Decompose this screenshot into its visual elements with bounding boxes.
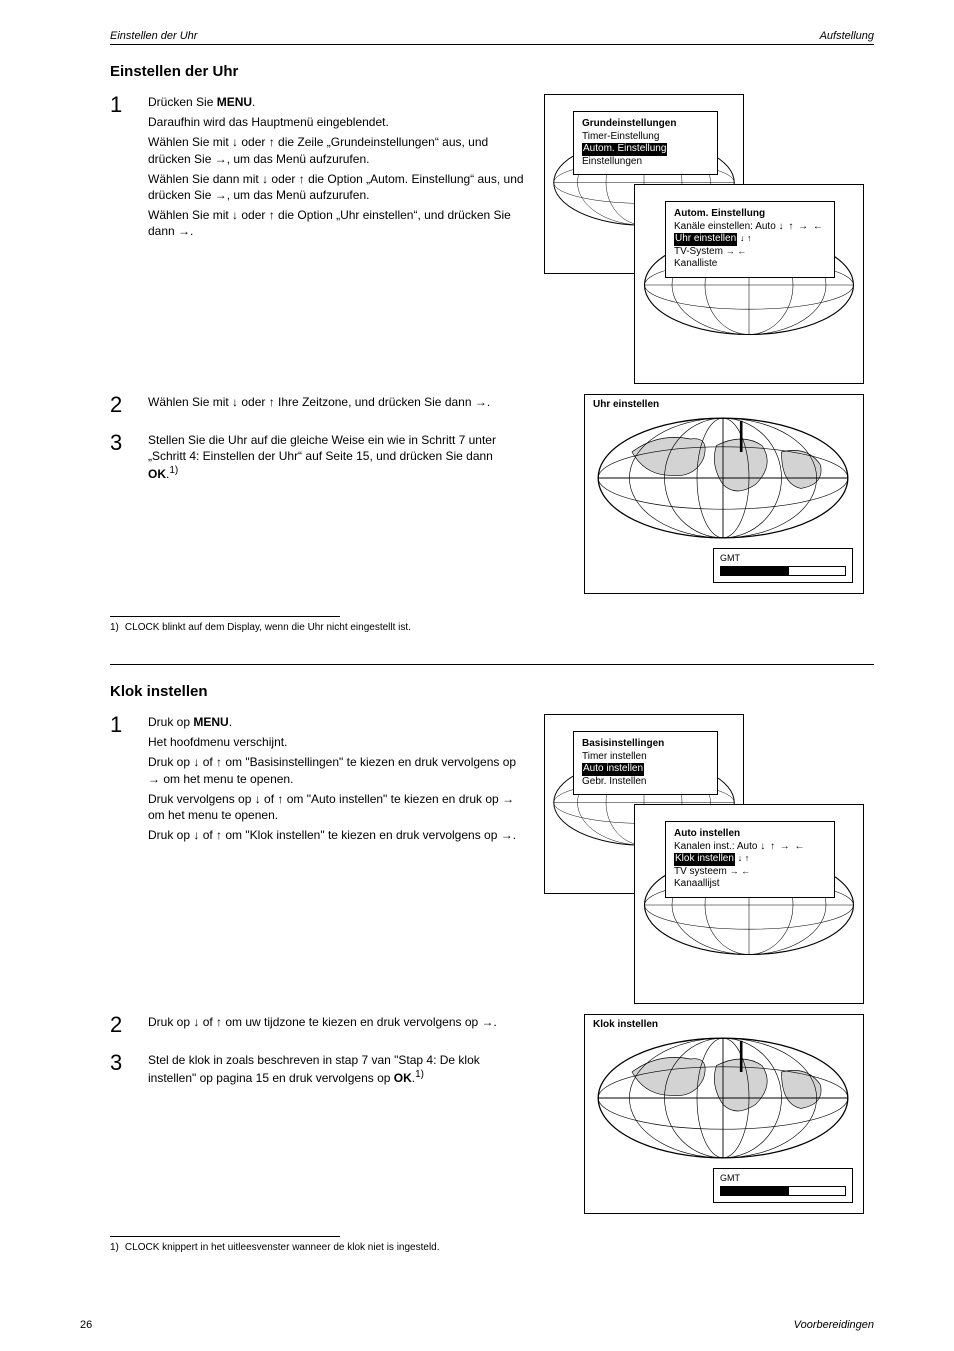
step: 1 Druk op MENU.Het hoofdmenu verschijnt.… — [110, 714, 526, 847]
menu-item: Kanaallijst — [674, 878, 826, 891]
arrow-icons: ↓ ↑ → ← — [760, 841, 805, 852]
menu-item-selected: Autom. Einstellung — [582, 143, 709, 156]
footnote-num: 1) — [110, 621, 119, 634]
figure-layered-nl: Basisinstellingen Timer instellen Auto i… — [544, 714, 874, 1014]
menu-item: Einstellungen — [582, 156, 709, 169]
zoom-bar — [720, 566, 846, 576]
step-body: Druk op ↓ of ↑ om uw tijdzone te kiezen … — [148, 1014, 526, 1034]
section-de-block2: 2 Wählen Sie mit ↓ oder ↑ Ihre Zeitzone,… — [110, 394, 874, 594]
arrow-icons: ↓ ↑ — [738, 853, 750, 863]
zoom-label: GMT — [720, 553, 846, 564]
step-number: 3 — [110, 1052, 136, 1074]
menu-front: Autom. Einstellung Kanäle einstellen: Au… — [665, 201, 835, 278]
menu-row-set: Kanalen inst.: Auto ↓ ↑ → ← — [674, 841, 826, 854]
step-body: Wählen Sie mit ↓ oder ↑ Ihre Zeitzone, u… — [148, 394, 526, 414]
arrow-icons: → ← — [726, 246, 747, 256]
menu-item-selected: Auto instellen — [582, 763, 709, 776]
arrow-icons: ↓ ↑ — [740, 233, 752, 243]
menu-title: Auto instellen — [674, 828, 826, 841]
zoom-label: GMT — [720, 1173, 846, 1184]
step: 3 Stel de klok in zoals beschreven in st… — [110, 1052, 526, 1090]
zoom-bar — [720, 1186, 846, 1196]
menu-label: Kanäle einstellen: — [674, 221, 753, 232]
arrow-icons: → ← — [730, 866, 751, 876]
text-col-de: 1 Drücken Sie MENU.Daraufhin wird das Ha… — [110, 94, 526, 250]
step-number: 1 — [110, 94, 136, 116]
menu-item-selected: Uhr einstellen ↓ ↑ — [674, 233, 826, 246]
step: 2 Wählen Sie mit ↓ oder ↑ Ihre Zeitzone,… — [110, 394, 526, 416]
menu-title: Grundeinstellungen — [582, 118, 709, 131]
footnote-rule — [110, 616, 340, 617]
panel-front: Autom. Einstellung Kanäle einstellen: Au… — [634, 184, 864, 384]
figure-zoom-nl: Klok instellen GMT — [544, 1014, 874, 1214]
globe-large-icon — [593, 1033, 853, 1163]
header-right: Aufstellung — [820, 30, 874, 42]
page-header: Einstellen der Uhr Aufstellung — [110, 30, 874, 42]
menu-back: Basisinstellingen Timer instellen Auto i… — [573, 731, 718, 795]
zoom-title: Uhr einstellen — [593, 399, 659, 410]
globe-large-icon — [593, 413, 853, 543]
step-number: 1 — [110, 714, 136, 736]
zoom-bar-fill — [721, 567, 789, 575]
text-col-de-2: 2 Wählen Sie mit ↓ oder ↑ Ihre Zeitzone,… — [110, 394, 526, 493]
figure-layered-de: Grundeinstellungen Timer-Einstellung Aut… — [544, 94, 874, 394]
footnote-rule — [110, 1236, 340, 1237]
zoom-bar-box: GMT — [713, 548, 853, 583]
section-nl-block1: 1 Druk op MENU.Het hoofdmenu verschijnt.… — [110, 714, 874, 1014]
step-number: 2 — [110, 1014, 136, 1036]
step: 2 Druk op ↓ of ↑ om uw tijdzone te kieze… — [110, 1014, 526, 1036]
menu-value: Auto — [737, 841, 758, 852]
footnote-text: CLOCK knippert in het uitleesvenster wan… — [125, 1241, 440, 1254]
text-col-nl: 1 Druk op MENU.Het hoofdmenu verschijnt.… — [110, 714, 526, 853]
footnote-de: 1) CLOCK blinkt auf dem Display, wenn di… — [110, 621, 874, 634]
step-body: Stel de klok in zoals beschreven in stap… — [148, 1052, 526, 1090]
section-title-nl: Klok instellen — [110, 683, 874, 700]
step-body: Stellen Sie die Uhr auf die gleiche Weis… — [148, 432, 526, 487]
zoom-title: Klok instellen — [593, 1019, 658, 1030]
menu-item: Gebr. Instellen — [582, 776, 709, 789]
footnote-text: CLOCK blinkt auf dem Display, wenn die U… — [125, 621, 411, 634]
step-body: Drücken Sie MENU.Daraufhin wird das Haup… — [148, 94, 526, 244]
panel-front: Auto instellen Kanalen inst.: Auto ↓ ↑ →… — [634, 804, 864, 1004]
page-number-right: Voorbereidingen — [794, 1319, 874, 1331]
menu-value: Auto — [755, 221, 776, 232]
arrow-icons: ↓ ↑ → ← — [779, 221, 824, 232]
menu-item: Kanalliste — [674, 258, 826, 271]
menu-title: Autom. Einstellung — [674, 208, 826, 221]
step-body: Druk op MENU.Het hoofdmenu verschijnt.Dr… — [148, 714, 526, 847]
menu-item: TV-System → ← — [674, 246, 826, 259]
zoom-bar-box: GMT — [713, 1168, 853, 1203]
step: 3 Stellen Sie die Uhr auf die gleiche We… — [110, 432, 526, 487]
section-de-block1: 1 Drücken Sie MENU.Daraufhin wird das Ha… — [110, 94, 874, 394]
figure-zoom-de: Uhr einstellen GMT — [544, 394, 874, 594]
section-divider — [110, 664, 874, 665]
footnote-nl: 1) CLOCK knippert in het uitleesvenster … — [110, 1241, 874, 1254]
menu-item: Timer instellen — [582, 751, 709, 764]
section-nl-block2: 2 Druk op ↓ of ↑ om uw tijdzone te kieze… — [110, 1014, 874, 1214]
menu-back: Grundeinstellungen Timer-Einstellung Aut… — [573, 111, 718, 175]
step-number: 2 — [110, 394, 136, 416]
header-rule — [110, 44, 874, 45]
menu-row-set: Kanäle einstellen: Auto ↓ ↑ → ← — [674, 221, 826, 234]
menu-item: TV systeem → ← — [674, 866, 826, 879]
menu-front: Auto instellen Kanalen inst.: Auto ↓ ↑ →… — [665, 821, 835, 898]
step: 1 Drücken Sie MENU.Daraufhin wird das Ha… — [110, 94, 526, 244]
menu-item-selected: Klok instellen ↓ ↑ — [674, 853, 826, 866]
step-number: 3 — [110, 432, 136, 454]
footnote-num: 1) — [110, 1241, 119, 1254]
menu-title: Basisinstellingen — [582, 738, 709, 751]
menu-label: Kanalen inst.: — [674, 841, 735, 852]
zoom-bar-fill — [721, 1187, 789, 1195]
text-col-nl-2: 2 Druk op ↓ of ↑ om uw tijdzone te kieze… — [110, 1014, 526, 1096]
menu-item: Timer-Einstellung — [582, 131, 709, 144]
page-number-left: 26 — [80, 1319, 92, 1331]
header-left: Einstellen der Uhr — [110, 30, 197, 42]
section-title-de: Einstellen der Uhr — [110, 63, 874, 80]
